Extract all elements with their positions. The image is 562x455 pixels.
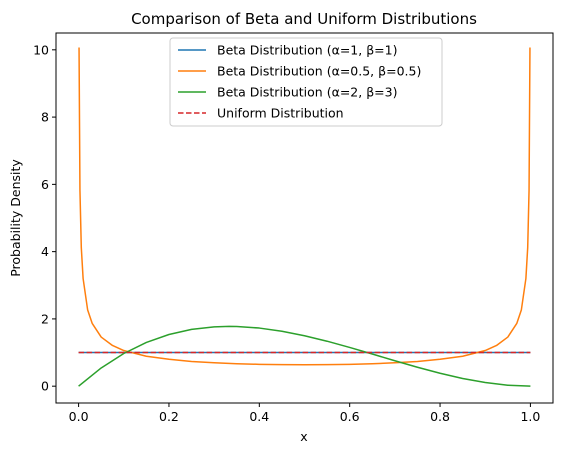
- legend-label: Uniform Distribution: [217, 106, 344, 121]
- x-axis-label: x: [300, 429, 307, 444]
- chart-title: Comparison of Beta and Uniform Distribut…: [131, 10, 477, 28]
- legend-box: [169, 37, 443, 127]
- x-tick-label: 0.0: [69, 409, 89, 424]
- x-tick-label: 0.8: [430, 409, 450, 424]
- x-axis: 0.0 0.2 0.4 0.6 0.8 1.0: [69, 403, 540, 424]
- y-tick-label: 6: [41, 177, 49, 192]
- series-line-2: [78, 47, 531, 366]
- y-tick-label: 2: [41, 311, 49, 326]
- y-axis-label: Probability Density: [8, 159, 23, 277]
- y-tick-label: 8: [41, 110, 49, 125]
- x-tick-label: 0.6: [340, 409, 360, 424]
- x-tick-label: 0.4: [249, 409, 269, 424]
- series-line-3: [78, 325, 531, 387]
- legend: Beta Distribution (α=1, β=1) Beta Distrib…: [169, 37, 443, 127]
- plot-lines: [78, 47, 531, 387]
- x-tick-label: 1.0: [520, 409, 540, 424]
- legend-label: Beta Distribution (α=1, β=1): [217, 43, 397, 58]
- y-tick-label: 4: [41, 244, 49, 259]
- legend-label: Beta Distribution (α=2, β=3): [217, 85, 397, 100]
- plot-frame: [55, 32, 554, 404]
- x-tick-label: 0.2: [159, 409, 179, 424]
- y-axis: 0 2 4 6 8 10: [33, 42, 56, 394]
- legend-label: Beta Distribution (α=0.5, β=0.5): [217, 64, 421, 79]
- y-tick-label: 0: [41, 379, 49, 394]
- y-tick-label: 10: [33, 42, 49, 57]
